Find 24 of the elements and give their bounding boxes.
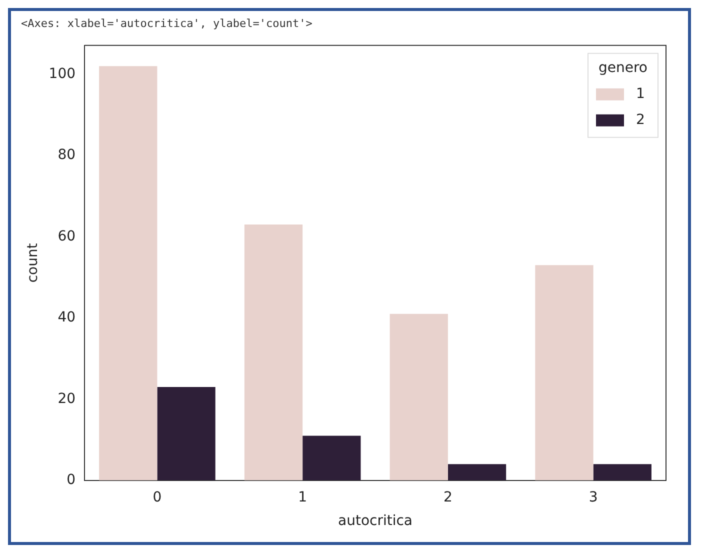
legend-label: 1 [636,86,645,102]
bar [593,464,652,480]
y-tick-label: 0 [66,472,76,488]
bar [302,436,361,480]
bar [99,66,158,480]
x-tick-label: 0 [152,489,162,506]
x-axis-title: autocritica [338,513,413,530]
y-tick-label: 60 [58,228,76,244]
bar [390,314,448,480]
y-tick-label: 100 [48,66,76,82]
legend-label: 2 [636,112,645,128]
y-tick-label: 20 [58,390,76,407]
x-tick-label: 3 [588,489,598,506]
text: <Axes: xlabel='autocritica', ylabel='count'> [21,17,314,30]
x-tick-label: 2 [443,489,452,506]
bar [157,386,216,480]
bar [535,265,594,480]
y-axis-title: count [25,242,42,283]
legend-title: genero [598,60,648,76]
y-tick-label: 80 [58,147,76,164]
y-tick-label: 40 [58,310,76,326]
bar [244,224,303,480]
x-tick-label: 1 [298,489,308,506]
bar [448,464,506,480]
